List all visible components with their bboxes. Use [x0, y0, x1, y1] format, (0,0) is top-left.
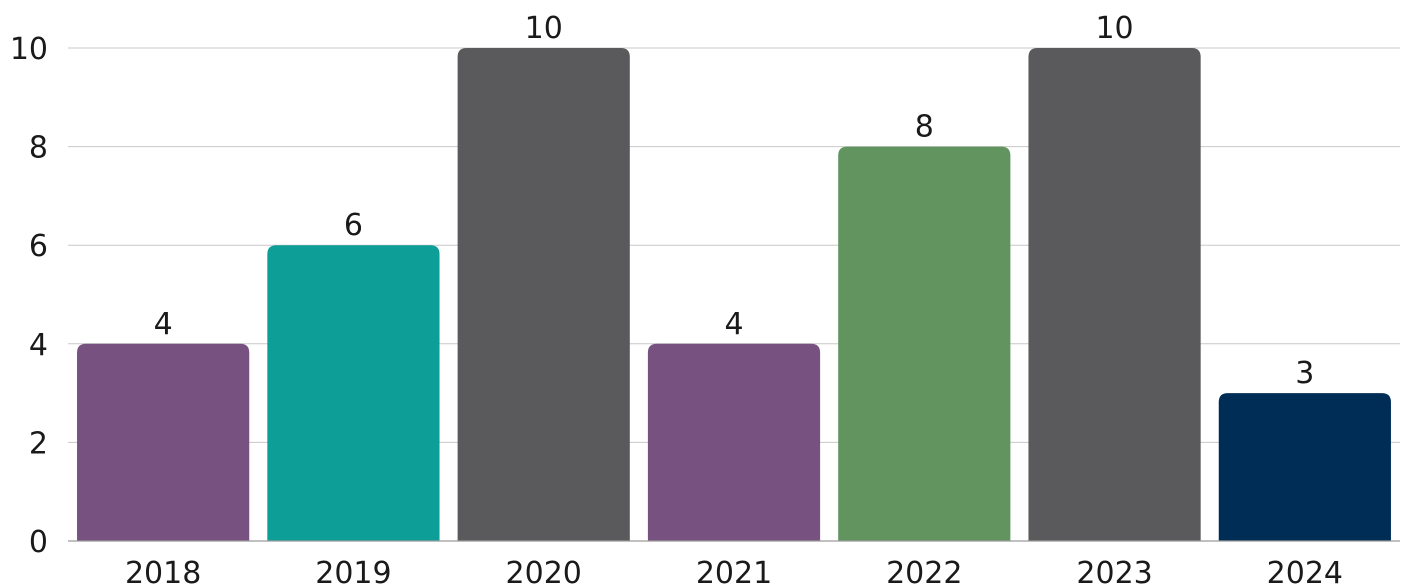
bar-2021 [647, 343, 821, 541]
data-label-2024: 3 [1295, 356, 1314, 391]
y-tick-label: 2 [29, 426, 48, 461]
bar-2023 [1028, 48, 1201, 541]
y-tick-label: 4 [29, 328, 48, 363]
data-label-2018: 4 [154, 307, 173, 342]
y-axis-tick-labels: 0 2 4 6 8 10 [10, 32, 48, 560]
x-category-label: 2019 [315, 556, 391, 586]
data-labels: 4 6 10 4 8 10 3 [154, 11, 1315, 391]
x-category-label: 2020 [506, 556, 582, 586]
bars [77, 48, 1391, 541]
y-tick-label: 10 [10, 32, 48, 67]
x-category-label: 2022 [886, 556, 962, 586]
y-tick-label: 6 [29, 229, 48, 264]
bar-2020 [457, 48, 630, 541]
x-category-label: 2024 [1267, 556, 1343, 586]
data-label-2022: 8 [915, 110, 934, 145]
x-axis-category-labels: 2018 2019 2020 2021 2022 2023 2024 [125, 556, 1343, 586]
bar-2019 [267, 245, 440, 541]
data-label-2020: 10 [525, 11, 563, 46]
bar-2018 [77, 343, 250, 541]
y-tick-label: 8 [29, 131, 48, 166]
y-tick-label: 0 [29, 525, 48, 560]
x-category-label: 2021 [696, 556, 772, 586]
data-label-2019: 6 [344, 208, 363, 243]
data-label-2023: 10 [1095, 11, 1133, 46]
x-category-label: 2018 [125, 556, 201, 586]
x-category-label: 2023 [1076, 556, 1152, 586]
bar-2022 [838, 146, 1011, 541]
data-label-2021: 4 [724, 307, 743, 342]
bar-2024 [1218, 393, 1391, 541]
